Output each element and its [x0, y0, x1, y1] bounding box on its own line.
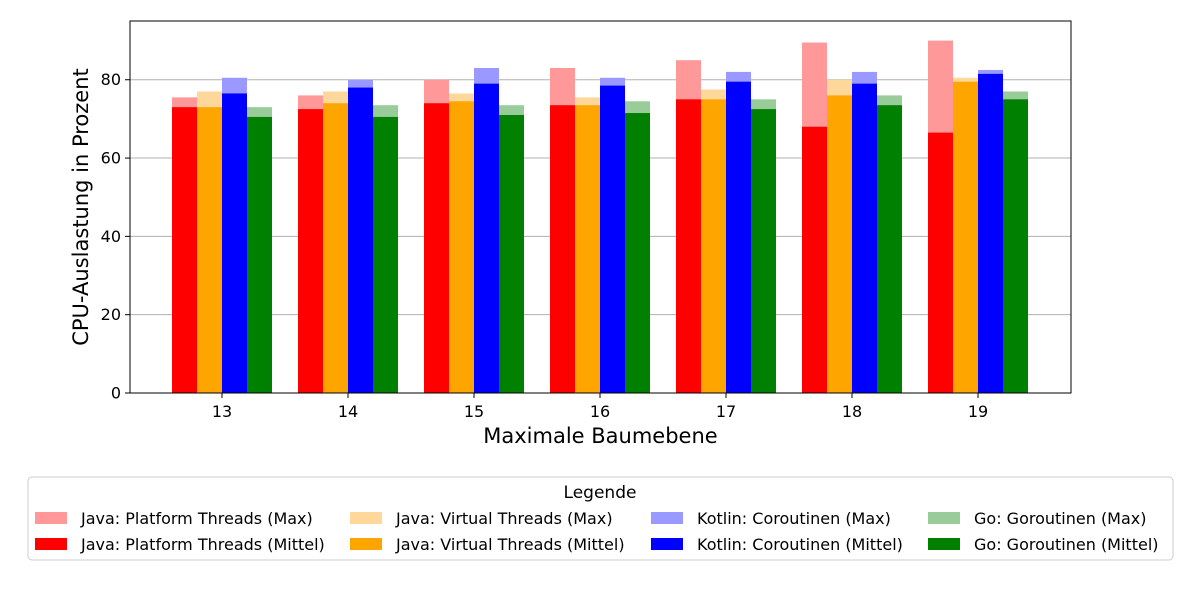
bar-mean [373, 116, 398, 394]
bar-mean [575, 105, 600, 393]
bar-mean [474, 83, 499, 393]
bar-mean [701, 99, 726, 393]
y-tick-label: 20 [101, 305, 121, 324]
legend-label: Go: Goroutinen (Mittel) [974, 535, 1159, 554]
y-tick-label: 60 [101, 149, 121, 168]
bar-mean [247, 116, 272, 394]
bar-mean [348, 87, 373, 393]
bar-mean [449, 101, 474, 393]
x-axis-ticks: 13 14 15 16 17 18 19 [212, 393, 988, 421]
legend-label: Java: Platform Threads (Max) [80, 509, 313, 528]
bar-mean [600, 85, 625, 393]
y-axis-label: CPU-Auslastung in Prozent [69, 68, 93, 346]
x-tick-label: 13 [212, 402, 232, 421]
bar-mean [1003, 99, 1028, 393]
bar-mean [172, 107, 197, 393]
bar-mean [424, 103, 449, 394]
legend-swatch [35, 512, 67, 524]
x-tick-label: 18 [842, 402, 862, 421]
legend-swatch [651, 538, 683, 550]
bar-mean [953, 81, 978, 394]
legend-swatch [651, 512, 683, 524]
y-tick-label: 40 [101, 227, 121, 246]
legend-swatch [350, 512, 382, 524]
legend: Legende Java: Platform Threads (Max)Java… [27, 476, 1174, 561]
x-tick-label: 17 [716, 402, 736, 421]
legend-label: Java: Virtual Threads (Mittel) [395, 535, 625, 554]
bar-mean [978, 73, 1003, 393]
bar-mean [298, 109, 323, 394]
bar-mean [802, 126, 827, 393]
legend-label: Java: Platform Threads (Mittel) [80, 535, 325, 554]
bar-mean [852, 83, 877, 393]
bar-mean [222, 93, 247, 393]
bar-mean [550, 105, 575, 393]
legend-items: Java: Platform Threads (Max) Java: Platfo… [35, 509, 1159, 554]
bar-mean [323, 103, 348, 394]
legend-swatch [350, 538, 382, 550]
x-tick-label: 19 [968, 402, 988, 421]
bars [172, 40, 1028, 394]
y-axis-ticks: 0 20 40 60 80 [101, 70, 130, 403]
legend-swatch [35, 538, 67, 550]
bar-mean [928, 132, 953, 393]
bar-mean [726, 81, 751, 394]
legend-label: Kotlin: Coroutinen (Mittel) [697, 535, 903, 554]
legend-swatch [928, 538, 960, 550]
legend-label: Kotlin: Coroutinen (Max) [697, 509, 891, 528]
legend-swatch [928, 512, 960, 524]
bar-mean [827, 95, 852, 394]
x-tick-label: 16 [590, 402, 610, 421]
bar-mean [751, 109, 776, 394]
bar-mean [877, 105, 902, 393]
bar-mean [676, 99, 701, 393]
x-axis-label: Maximale Baumebene [483, 424, 717, 448]
bar-mean [625, 113, 650, 393]
bar-mean [197, 107, 222, 393]
bar-mean [499, 114, 524, 394]
legend-label: Java: Virtual Threads (Max) [395, 509, 613, 528]
x-tick-label: 14 [338, 402, 358, 421]
x-tick-label: 15 [464, 402, 484, 421]
legend-title: Legende [564, 483, 637, 503]
legend-label: Go: Goroutinen (Max) [974, 509, 1147, 528]
legend-frame [27, 476, 1174, 561]
y-tick-label: 0 [111, 384, 121, 403]
y-tick-label: 80 [101, 70, 121, 89]
